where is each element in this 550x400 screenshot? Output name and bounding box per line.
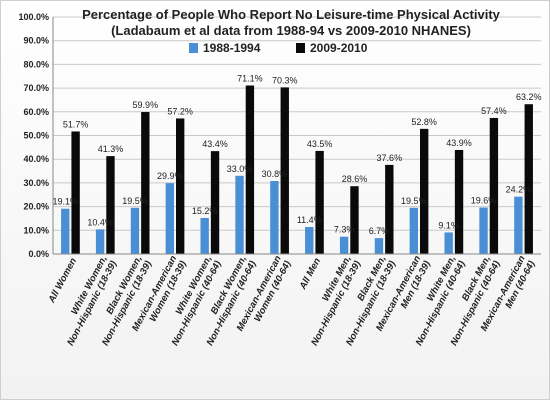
data-label-1988-1994: 24.2%: [506, 185, 532, 195]
x-category-line: All Men: [297, 256, 323, 292]
data-label-1988-1994: 10.4%: [87, 217, 113, 227]
bar-2009-2010: [106, 156, 115, 254]
data-label-2009-2010: 28.6%: [342, 174, 368, 184]
bar-1988-1994: [130, 207, 140, 254]
y-tick-label: 70.0%: [23, 83, 49, 93]
bar-1988-1994: [61, 208, 70, 254]
bar-1988-1994: [235, 175, 244, 254]
data-label-1988-1994: 19.6%: [471, 196, 497, 206]
data-label-1988-1994: 19.5%: [122, 196, 148, 206]
bar-1988-1994: [165, 183, 174, 254]
data-label-1988-1994: 29.9%: [157, 171, 183, 181]
data-label-1988-1994: 11.4%: [297, 215, 322, 225]
x-category-label: All Men: [297, 256, 323, 292]
data-label-2009-2010: 41.3%: [98, 144, 124, 154]
bar-1988-1994: [374, 238, 384, 254]
bar-2009-2010: [315, 150, 324, 254]
y-tick-label: 10.0%: [23, 225, 49, 235]
bar-1988-1994: [409, 207, 418, 254]
bar-2009-2010: [141, 112, 150, 254]
bar-1988-1994: [479, 207, 488, 254]
bar-2009-2010: [385, 164, 394, 254]
bar-1988-1994: [95, 229, 105, 254]
data-label-1988-1994: 7.3%: [334, 225, 355, 235]
bar-1988-1994: [305, 226, 314, 254]
legend: 1988-1994 2009-2010: [189, 41, 368, 55]
data-label-1988-1994: 15.2%: [192, 206, 218, 216]
bar-1988-1994: [444, 232, 453, 254]
bar-2009-2010: [524, 104, 533, 254]
y-tick-label: 0.0%: [28, 249, 49, 259]
data-label-2009-2010: 43.4%: [202, 139, 228, 149]
data-label-2009-2010: 70.3%: [272, 75, 298, 85]
bar-1988-1994: [200, 217, 209, 254]
data-label-2009-2010: 51.7%: [63, 119, 89, 129]
y-tick-label: 60.0%: [23, 107, 49, 117]
x-category-label: All Women: [46, 256, 79, 305]
y-tick-label: 100.0%: [18, 12, 49, 22]
data-label-1988-1994: 6.7%: [369, 226, 390, 236]
y-tick-label: 20.0%: [23, 202, 49, 212]
bar-2009-2010: [350, 186, 359, 254]
chart-title: Percentage of People Who Report No Leisu…: [82, 7, 501, 22]
chart-subtitle: (Ladabaum et al data from 1988-94 vs 200…: [111, 23, 471, 38]
data-label-2009-2010: 43.5%: [307, 139, 333, 149]
bar-2009-2010: [210, 151, 220, 254]
data-label-2009-2010: 37.6%: [377, 153, 403, 163]
data-label-2009-2010: 52.8%: [411, 117, 437, 127]
legend-swatch: [189, 43, 198, 53]
bar-2009-2010: [454, 149, 464, 254]
bar-2009-2010: [245, 85, 255, 254]
legend-label: 1988-1994: [203, 41, 261, 55]
y-tick-label: 50.0%: [23, 131, 49, 141]
data-label-2009-2010: 59.9%: [133, 100, 159, 110]
y-tick-label: 40.0%: [23, 154, 49, 164]
bar-2009-2010: [176, 118, 185, 254]
bar-2009-2010: [71, 131, 80, 254]
data-label-1988-1994: 33.0%: [227, 164, 253, 174]
x-category-line: All Women: [46, 256, 79, 305]
data-label-2009-2010: 57.2%: [167, 106, 193, 116]
bar-2009-2010: [420, 128, 429, 254]
bar-1988-1994: [514, 196, 523, 254]
y-tick-label: 80.0%: [23, 59, 49, 69]
data-label-1988-1994: 9.1%: [438, 220, 459, 230]
data-label-2009-2010: 63.2%: [516, 92, 542, 102]
bar-1988-1994: [339, 236, 349, 254]
data-label-2009-2010: 71.1%: [237, 73, 263, 83]
y-tick-label: 90.0%: [23, 36, 49, 46]
bar-1988-1994: [270, 181, 279, 254]
data-label-2009-2010: 43.9%: [446, 138, 472, 148]
legend-swatch: [296, 43, 305, 53]
data-label-1988-1994: 30.8%: [262, 169, 288, 179]
bar-2009-2010: [489, 117, 499, 254]
y-tick-label: 30.0%: [23, 178, 49, 188]
legend-label: 2009-2010: [310, 41, 368, 55]
bar-2009-2010: [280, 87, 289, 254]
data-label-2009-2010: 57.4%: [481, 106, 507, 116]
data-label-1988-1994: 19.5%: [401, 196, 427, 206]
x-category-text: All Men: [297, 256, 323, 292]
data-label-1988-1994: 19.1%: [52, 197, 78, 207]
x-category-text: All Women: [46, 256, 79, 305]
